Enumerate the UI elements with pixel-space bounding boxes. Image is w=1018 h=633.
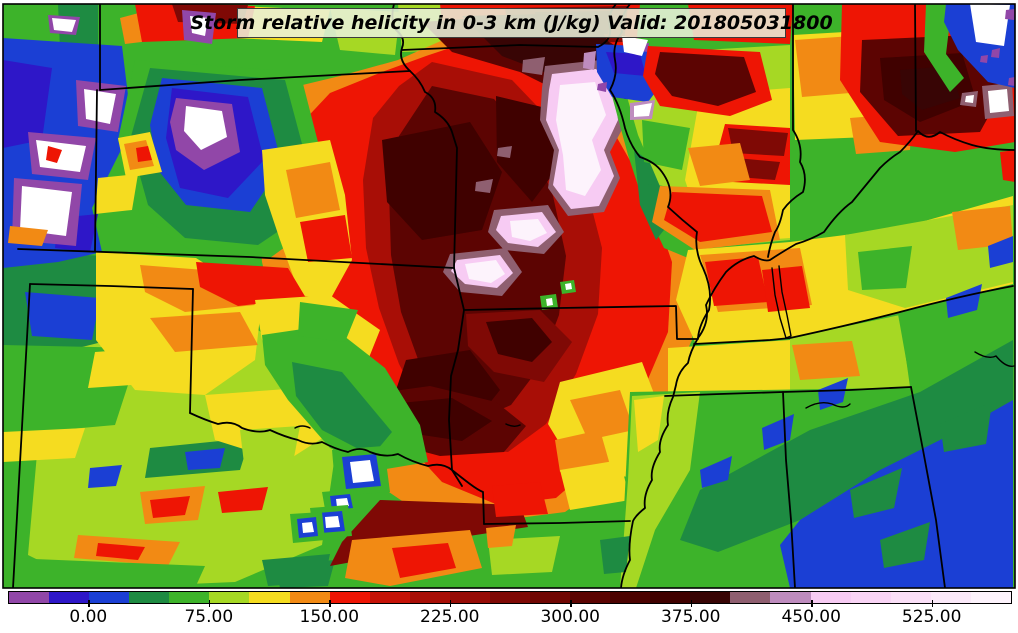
colorbar-segment [409, 592, 450, 603]
colorbar-segment [810, 592, 851, 603]
colorbar-segment [489, 592, 531, 603]
colorbar-tick-label: 150.00 [299, 607, 360, 627]
state-borders [12, 4, 1015, 588]
colorbar-segment [249, 592, 290, 603]
map-frame [2, 3, 1016, 589]
helicity-field [3, 4, 1015, 588]
colorbar-segment [730, 592, 771, 603]
colorbar-segment [770, 592, 811, 603]
colorbar-labels: 0.00 75.00 150.00 225.00 300.00 375.00 450.00 5… [8, 607, 1012, 629]
map-title-text: Storm relative helicity in 0-3 km (J/kg)… [190, 12, 833, 34]
colorbar-segment [610, 592, 651, 603]
colorbar-segment [890, 592, 931, 603]
colorbar-segment [530, 592, 571, 603]
colorbar-segment [449, 592, 490, 603]
colorbar-segment [570, 592, 611, 603]
colorbar-segment [209, 592, 250, 603]
colorbar-segment [930, 592, 971, 603]
colorbar-segment [89, 592, 130, 603]
map-title-box: Storm relative helicity in 0-3 km (J/kg)… [190, 8, 833, 38]
colorbar-segment [690, 592, 731, 603]
colorbar-segment [129, 592, 170, 603]
colorbar-segment [169, 592, 210, 603]
colorbar-tick-label: 0.00 [69, 607, 108, 627]
colorbar-segment [650, 592, 691, 603]
colorbar-segment [850, 592, 891, 603]
colorbar-segment [289, 592, 330, 603]
colorbar-tick-label: 375.00 [660, 607, 721, 627]
colorbar-segment [49, 592, 90, 603]
colorbar-segment [329, 592, 370, 603]
colorbar-segment [9, 592, 50, 603]
colorbar-tick-label: 450.00 [781, 607, 841, 627]
colorbar-tick-label: 225.00 [420, 607, 480, 627]
colorbar-segment [970, 592, 1011, 603]
colorbar [8, 591, 1012, 604]
colorbar-segment [369, 592, 410, 603]
colorbar-tick-label: 300.00 [540, 607, 600, 627]
colorbar-tick-label: 525.00 [901, 607, 962, 627]
colorbar-tick-label: 75.00 [184, 607, 234, 627]
